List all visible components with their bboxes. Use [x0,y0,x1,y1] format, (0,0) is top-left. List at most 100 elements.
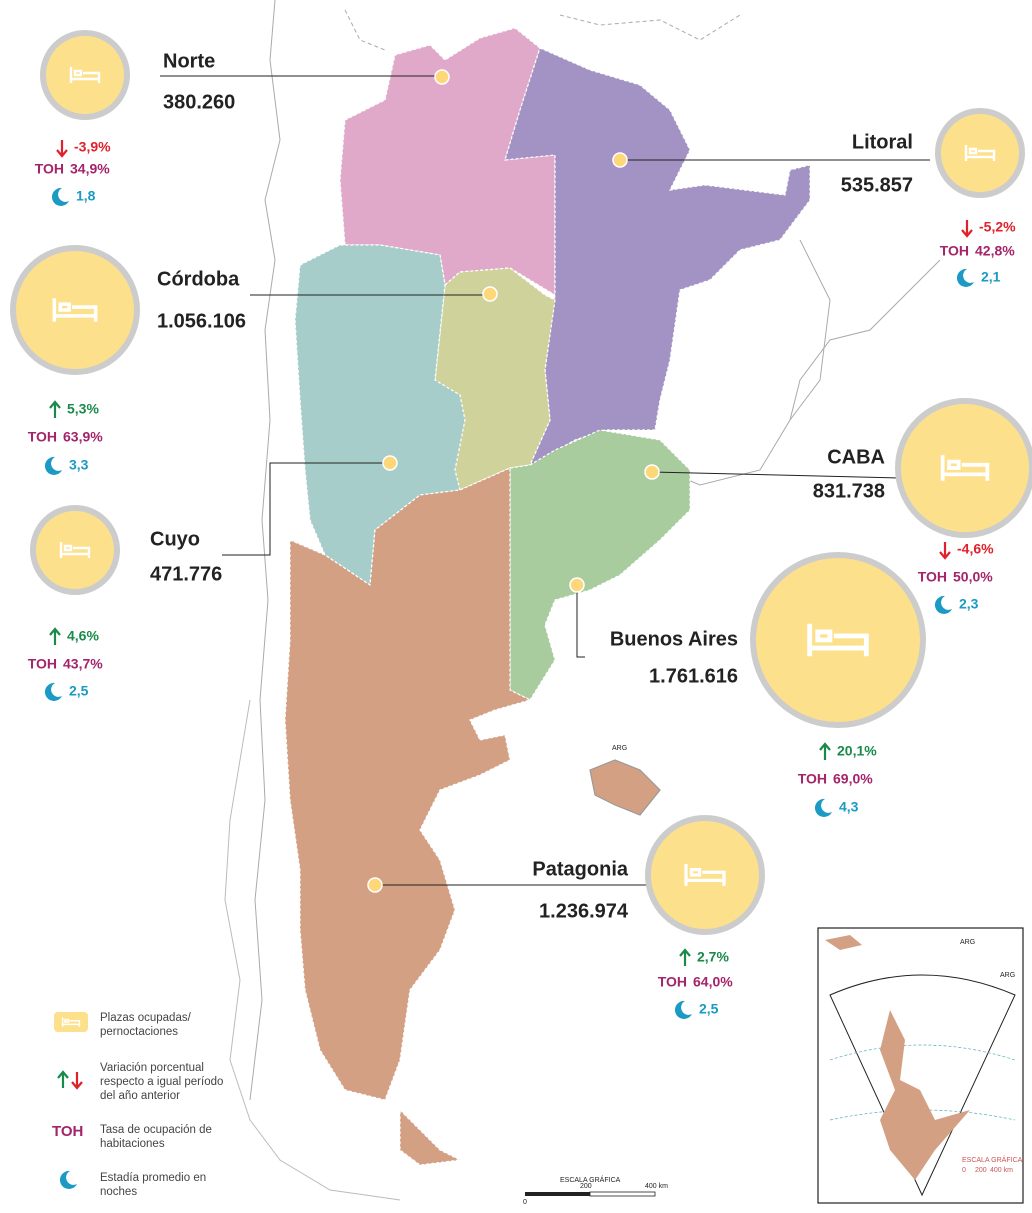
moon-icon [814,798,832,817]
moon-icon [59,1170,77,1189]
legend-text: Estadía promedio en [100,1172,206,1184]
chile-coast [224,699,401,1201]
beds-circle [895,398,1032,538]
leader-line [651,471,901,479]
bed-shape [52,298,98,322]
beds-circle [750,552,926,728]
region-value: 1.761.616 [649,665,738,687]
toh-label: TOH [28,656,57,672]
stay-value: 2,5 [69,683,89,699]
bed-shape [807,623,869,657]
paraguay-border [559,14,741,41]
toh-value: 34,9% [70,161,110,177]
region-dot [612,152,628,168]
legend-text: del año anterior [100,1090,180,1102]
region-callout: Litoral 535.857 -5,2% TOH 42,8% 2,1 [612,108,1025,287]
region-value: 380.260 [163,91,235,113]
bed-icon [69,67,101,83]
beds-circle [935,108,1025,198]
arrow-up [679,948,691,966]
toh-value: 43,7% [63,656,103,672]
beds-circle [645,815,765,935]
uruguay-coast [664,259,941,486]
arrow-down [961,220,973,238]
bed-shape [940,455,990,481]
regions [284,27,811,1166]
region-name: Córdoba [157,268,240,290]
scale-tick: 0 [523,1199,527,1206]
callouts: Norte 380.260 -3,9% TOH 34,9% 1,8 Litoral 535.8… [10,30,1032,1019]
arrow-up [49,627,61,645]
toh-label: TOH [918,569,947,585]
toh-value: 50,0% [953,569,993,585]
arrow-up [49,400,61,418]
region-value: 1.236.974 [539,900,629,922]
region-name: Buenos Aires [610,628,738,650]
moon-icon [44,682,62,701]
legend-text: Tasa de ocupación de [100,1124,212,1136]
stay-value: 1,8 [76,188,96,204]
legend-text: Variación porcentual [100,1062,204,1074]
region-value: 471.776 [150,563,222,585]
toh-label: TOH [940,243,969,259]
inset-label: ARG [960,939,975,946]
moon-icon [44,456,62,475]
bed-icon [964,145,996,161]
leader-line [222,462,390,556]
legend-toh: TOH [52,1123,83,1140]
region-dot [569,577,585,593]
region-callout: CABA 831.738 -4,6% TOH 50,0% 2,3 [644,398,1032,614]
scale-tick: 400 km [645,1183,668,1190]
toh-label: TOH [658,974,687,990]
region-callout: Cuyo 471.776 4,6% TOH 43,7% 2,5 [28,455,398,701]
bolivia-border [344,9,386,51]
bed-icon [52,298,98,322]
region-value: 1.056.106 [157,310,246,332]
bed-shape [61,1017,81,1027]
region-name: Norte [163,50,215,72]
stay-value: 2,1 [981,269,1001,285]
region-callout: Norte 380.260 -3,9% TOH 34,9% 1,8 [35,30,450,206]
region-dot [382,455,398,471]
toh-value: 69,0% [833,771,873,787]
scale-segment [589,1191,656,1197]
scale-title: ESCALA GRÁFICA [560,1175,621,1184]
legend-text: respecto a igual período [100,1076,223,1088]
scale-tick: 200 [580,1183,592,1190]
bed-icon [940,455,990,481]
chile-border [249,0,281,1101]
bed-shape [964,145,996,161]
arrow-down [71,1072,83,1090]
variation: 5,3% [67,401,99,417]
moon-icon [934,595,952,614]
variation: 4,6% [67,628,99,644]
region-buenos-aires [509,429,691,701]
toh-label: TOH [35,161,64,177]
scale-bar: ESCALA GRÁFICA 0 200 400 km [523,1175,668,1206]
arrow-down [939,542,951,560]
legend-text: noches [100,1186,137,1198]
stay-value: 3,3 [69,457,89,473]
bed-icon [684,864,726,886]
toh-value: 63,9% [63,429,103,445]
bed-shape [59,542,91,558]
legend: Plazas ocupadas/pernoctaciones Variación … [52,1012,223,1198]
inset-antarctica [880,1010,970,1180]
variation: 2,7% [697,949,729,965]
region-name: Patagonia [532,858,628,880]
inset-scale-tick: 400 km [990,1167,1013,1174]
region-cordoba [434,267,556,491]
region-name: Cuyo [150,528,200,550]
variation: -4,6% [957,541,994,557]
antarctica-inset: ARG ARG ESCALA GRÁFICA 0 200 400 km [817,927,1024,1204]
moon-icon [956,268,974,287]
islas-malvinas [589,759,661,816]
legend-text: pernoctaciones [100,1026,178,1038]
region-dot [482,286,498,302]
arrow-up [57,1070,69,1088]
bed-icon [59,542,91,558]
inset-land [825,935,862,950]
